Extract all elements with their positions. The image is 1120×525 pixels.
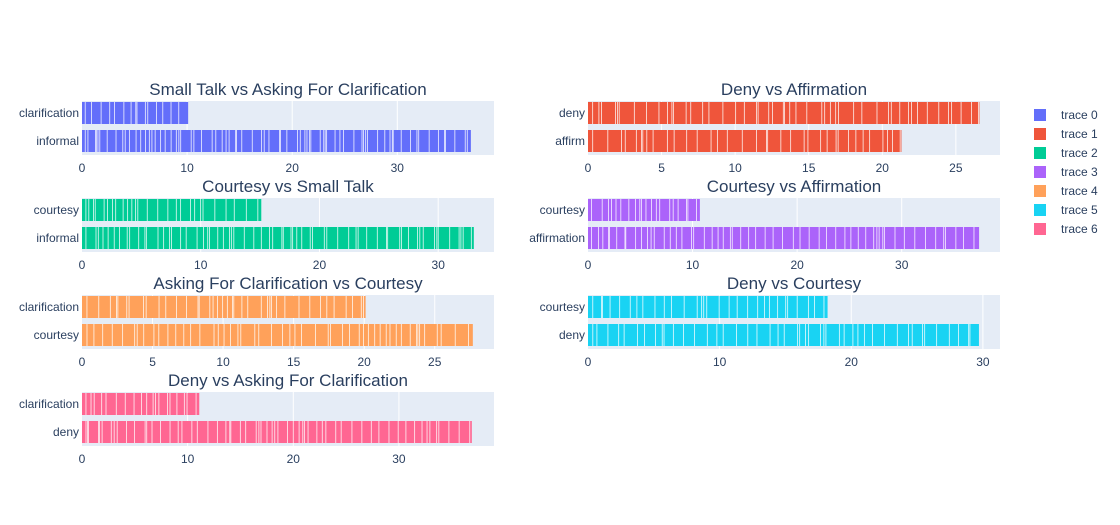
subplot-4-title: Courtesy vs Affirmation bbox=[707, 177, 881, 196]
legend-swatch-3 bbox=[1034, 166, 1046, 178]
legend-swatch-1 bbox=[1034, 128, 1046, 140]
subplot-7-bar-deny bbox=[82, 421, 472, 443]
legend-label-0: trace 0 bbox=[1061, 108, 1098, 122]
subplot-2-xtick-25: 25 bbox=[949, 161, 963, 175]
subplot-1-title: Small Talk vs Asking For Clarification bbox=[149, 80, 426, 99]
subplot-6-bar-courtesy bbox=[588, 296, 828, 318]
subplot-4-bar-courtesy bbox=[588, 199, 700, 221]
subplot-2-xtick-20: 20 bbox=[876, 161, 890, 175]
legend-label-2: trace 2 bbox=[1061, 146, 1098, 160]
subplot-5-xtick-20: 20 bbox=[358, 355, 372, 369]
subplot-7-bar-clarification bbox=[82, 393, 200, 415]
legend-swatch-0 bbox=[1034, 109, 1046, 121]
subplot-4-xtick-20: 20 bbox=[790, 258, 804, 272]
subplot-1-category-label-informal: informal bbox=[36, 134, 79, 148]
subplot-7-title: Deny vs Asking For Clarification bbox=[168, 371, 408, 390]
legend-label-4: trace 4 bbox=[1061, 184, 1098, 198]
subplot-5-category-label-clarification: clarification bbox=[19, 300, 79, 314]
subplot-3-xtick-20: 20 bbox=[313, 258, 327, 272]
subplot-6-xtick-20: 20 bbox=[845, 355, 859, 369]
subplot-1-xtick-20: 20 bbox=[286, 161, 300, 175]
subplot-5-xtick-25: 25 bbox=[428, 355, 442, 369]
subplot-3-title: Courtesy vs Small Talk bbox=[202, 177, 374, 196]
subplot-2-bar-affirm bbox=[588, 130, 902, 152]
subplot-3-category-label-courtesy: courtesy bbox=[34, 203, 79, 217]
subplot-6-xtick-10: 10 bbox=[713, 355, 727, 369]
subplot-4-xtick-0: 0 bbox=[585, 258, 592, 272]
subplot-3-xtick-10: 10 bbox=[194, 258, 208, 272]
legend: trace 0 trace 1 trace 2 trace 3 trace 4 trace… bbox=[1034, 108, 1098, 236]
subplot-6-category-label-deny: deny bbox=[559, 328, 585, 342]
subplot-1-xtick-0: 0 bbox=[79, 161, 86, 175]
subplot-2-xtick-10: 10 bbox=[728, 161, 742, 175]
subplot-1-bar-clarification bbox=[82, 102, 189, 124]
subplot-2-category-label-affirm: affirm bbox=[555, 134, 585, 148]
subplot-2-xtick-0: 0 bbox=[585, 161, 592, 175]
legend-swatch-5 bbox=[1034, 204, 1046, 216]
subplot-7-xtick-0: 0 bbox=[79, 452, 86, 466]
subplot-5-bar-courtesy bbox=[82, 324, 473, 346]
subplot-7-xtick-30: 30 bbox=[392, 452, 406, 466]
legend-label-3: trace 3 bbox=[1061, 165, 1098, 179]
subplot-3-bar-informal bbox=[82, 227, 474, 249]
subplot-4-xtick-10: 10 bbox=[686, 258, 700, 272]
subplot-2-xtick-15: 15 bbox=[802, 161, 816, 175]
subplot-5-category-label-courtesy: courtesy bbox=[34, 328, 79, 342]
subplot-5-xtick-5: 5 bbox=[149, 355, 156, 369]
legend-swatch-4 bbox=[1034, 185, 1046, 197]
subplot-4-bar-affirmation bbox=[588, 227, 980, 249]
subplot-5-bar-clarification bbox=[82, 296, 366, 318]
subplot-5-xtick-15: 15 bbox=[287, 355, 301, 369]
subplot-6-category-label-courtesy: courtesy bbox=[540, 300, 585, 314]
subplot-7-xtick-20: 20 bbox=[287, 452, 301, 466]
subplot-3-xtick-0: 0 bbox=[79, 258, 86, 272]
subplot-5-xtick-10: 10 bbox=[216, 355, 230, 369]
subplot-3-category-label-informal: informal bbox=[36, 231, 79, 245]
subplot-5-xtick-0: 0 bbox=[79, 355, 86, 369]
legend-swatch-6 bbox=[1034, 223, 1046, 235]
subplot-6-xtick-0: 0 bbox=[585, 355, 592, 369]
subplot-6-title: Deny vs Courtesy bbox=[727, 274, 862, 293]
subplot-4-xtick-30: 30 bbox=[895, 258, 909, 272]
subplot-4-category-label-courtesy: courtesy bbox=[540, 203, 585, 217]
legend-swatch-2 bbox=[1034, 147, 1046, 159]
subplot-4-category-label-affirmation: affirmation bbox=[529, 231, 585, 245]
subplot-2-category-label-deny: deny bbox=[559, 106, 585, 120]
subplot-6-bar-deny bbox=[588, 324, 979, 346]
subplot-7-category-label-clarification: clarification bbox=[19, 397, 79, 411]
subplot-2-xtick-5: 5 bbox=[658, 161, 665, 175]
subplot-7-category-label-deny: deny bbox=[53, 425, 79, 439]
legend-label-5: trace 5 bbox=[1061, 203, 1098, 217]
subplot-3-xtick-30: 30 bbox=[432, 258, 446, 272]
subplot-1-xtick-30: 30 bbox=[391, 161, 405, 175]
subplot-1-xtick-10: 10 bbox=[180, 161, 194, 175]
subplot-2-title: Deny vs Affirmation bbox=[721, 80, 867, 99]
subplot-5-title: Asking For Clarification vs Courtesy bbox=[153, 274, 423, 293]
legend-label-1: trace 1 bbox=[1061, 127, 1098, 141]
subplot-6-xtick-30: 30 bbox=[976, 355, 990, 369]
subplot-7-xtick-10: 10 bbox=[181, 452, 195, 466]
subplot-1-category-label-clarification: clarification bbox=[19, 106, 79, 120]
legend-label-6: trace 6 bbox=[1061, 222, 1098, 236]
subplot-3-bar-courtesy bbox=[82, 199, 262, 221]
